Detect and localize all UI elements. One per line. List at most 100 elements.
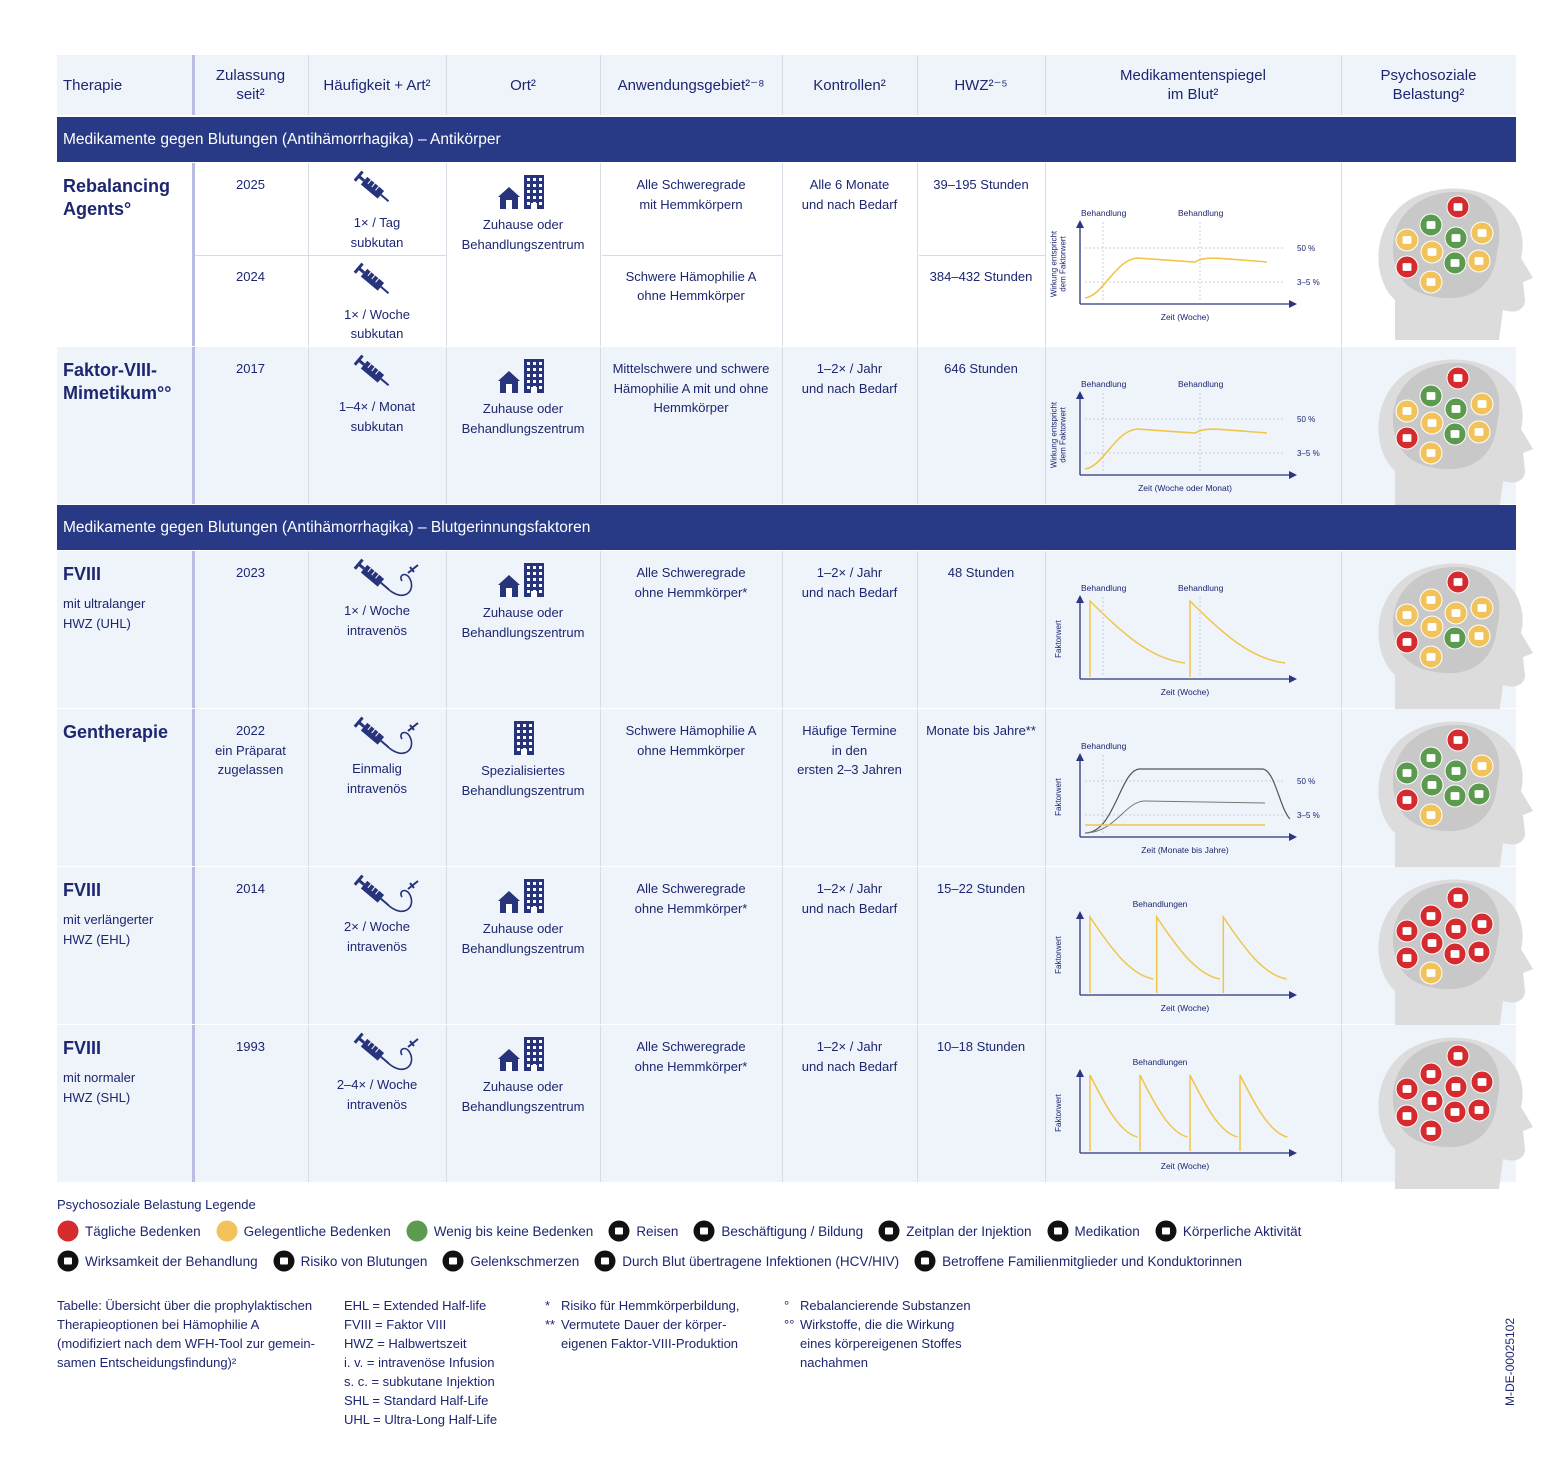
building-window xyxy=(533,374,536,377)
legend-item: Durch Blut übertragene Infektionen (HCV/… xyxy=(594,1250,899,1272)
column-divider xyxy=(446,163,447,346)
syringe-handle xyxy=(353,262,364,274)
icon-glyph xyxy=(1426,811,1436,819)
building-door xyxy=(531,591,537,597)
burden-head xyxy=(1378,359,1533,511)
icon-glyph xyxy=(1402,954,1412,962)
building-window xyxy=(529,724,532,727)
x-axis-arrow xyxy=(1289,991,1297,999)
frequency-icon xyxy=(353,558,419,596)
building-window xyxy=(527,566,530,569)
column-divider xyxy=(917,163,918,346)
abbreviation: SHL = Standard Half-Life xyxy=(344,1393,489,1408)
house-door xyxy=(506,200,512,209)
level-chart: Faktorwert Zeit (Woche) Behandlungen xyxy=(1054,899,1297,1013)
legend-item: Wirksamkeit der Behandlung xyxy=(57,1250,258,1272)
syringe-barrel xyxy=(360,880,385,903)
y-axis-arrow xyxy=(1076,391,1084,399)
legend-symbol xyxy=(1047,1220,1069,1242)
column-divider xyxy=(1341,347,1342,504)
legend-symbol xyxy=(442,1250,464,1272)
row-background xyxy=(57,551,1516,708)
legend-label: Wirksamkeit der Behandlung xyxy=(85,1253,258,1269)
column-divider xyxy=(446,709,447,866)
legend-label: Risiko von Blutungen xyxy=(300,1253,428,1269)
icon-glyph xyxy=(601,1257,610,1265)
icon-glyph xyxy=(1451,767,1461,775)
row-background xyxy=(57,709,1516,866)
x-axis-label: Zeit (Woche oder Monat) xyxy=(1138,483,1232,493)
icon-glyph xyxy=(1453,1052,1463,1060)
legend-symbol xyxy=(57,1250,79,1272)
frequency-icon xyxy=(353,262,390,294)
frequency-icon xyxy=(353,354,390,386)
building-window xyxy=(539,894,542,897)
syringe-scale xyxy=(367,567,372,573)
therapy-divider xyxy=(192,551,195,708)
syringe-needle xyxy=(380,740,390,748)
column-divider xyxy=(446,1025,447,1182)
icon-glyph xyxy=(1426,754,1436,762)
syringe-scale xyxy=(371,570,376,576)
syringe-barrel xyxy=(360,176,385,199)
y-axis-arrow xyxy=(1076,220,1084,228)
y-axis-label: Faktorwert xyxy=(1054,1093,1063,1132)
building-window xyxy=(517,748,520,751)
x-axis-label: Zeit (Woche) xyxy=(1161,1161,1210,1171)
column-divider xyxy=(1341,551,1342,708)
indication: Alle Schweregrade ohne Hemmkörper* xyxy=(634,881,748,916)
column-divider xyxy=(782,163,783,346)
therapy-divider xyxy=(192,347,195,504)
treatment-label: Behandlungen xyxy=(1133,1057,1188,1067)
row-background xyxy=(57,867,1516,1024)
place-icon xyxy=(498,1037,544,1071)
syringe-needle xyxy=(380,285,390,294)
controls: Häufige Termine in den ersten 2–3 Jahren xyxy=(797,723,902,777)
building-window xyxy=(527,374,530,377)
building-window xyxy=(539,578,542,581)
indication: Schwere Hämophilie A ohne Hemmkörper xyxy=(625,723,757,758)
brain-area xyxy=(1392,362,1500,470)
y-axis-label-line: Wirkung entspricht xyxy=(1050,230,1059,297)
icon-glyph xyxy=(1053,1227,1062,1235)
house-icon xyxy=(498,371,520,393)
frequency-icon xyxy=(353,874,419,912)
building-window xyxy=(527,900,530,903)
building-window xyxy=(533,1058,536,1061)
abbreviation: EHL = Extended Half-life xyxy=(344,1298,487,1313)
icon-glyph xyxy=(615,1227,624,1235)
section-bar xyxy=(57,505,1516,550)
building-window xyxy=(527,584,530,587)
syringe-needle xyxy=(380,194,390,202)
column-divider xyxy=(1341,55,1342,115)
column-divider xyxy=(1045,55,1046,115)
building-window xyxy=(539,202,542,205)
document-code: M-DE-00025102 xyxy=(1503,1317,1517,1407)
column-divider xyxy=(446,347,447,504)
icon-glyph xyxy=(1477,762,1487,770)
column-divider xyxy=(308,1025,309,1182)
y-axis-label: Faktorwert xyxy=(1054,777,1063,816)
icon-glyph xyxy=(1426,449,1436,457)
column-divider xyxy=(600,55,601,115)
therapy-name: FVIII xyxy=(63,564,102,584)
building-window xyxy=(527,572,530,575)
house-icon xyxy=(498,891,520,913)
icon-glyph xyxy=(1402,927,1412,935)
decay-curve xyxy=(1089,1074,1138,1151)
syringe-barrel xyxy=(360,360,385,383)
syringe-handle xyxy=(353,874,364,886)
building-window xyxy=(533,1040,536,1043)
footnote-text: Risiko für Hemmkörperbildung, xyxy=(561,1298,740,1313)
legend-item: Beschäftigung / Bildung xyxy=(693,1220,863,1242)
burden-head xyxy=(1378,563,1533,715)
treatment-label: Behandlung xyxy=(1178,208,1224,218)
syringe-icon xyxy=(353,354,390,386)
icon-glyph xyxy=(1450,430,1460,438)
row-background xyxy=(57,347,1516,504)
building-window xyxy=(539,906,542,909)
x-axis-label: Zeit (Woche) xyxy=(1161,1003,1210,1013)
treatment-label: Behandlung xyxy=(1178,379,1224,389)
section-bar xyxy=(57,117,1516,162)
icon-glyph xyxy=(1402,236,1412,244)
